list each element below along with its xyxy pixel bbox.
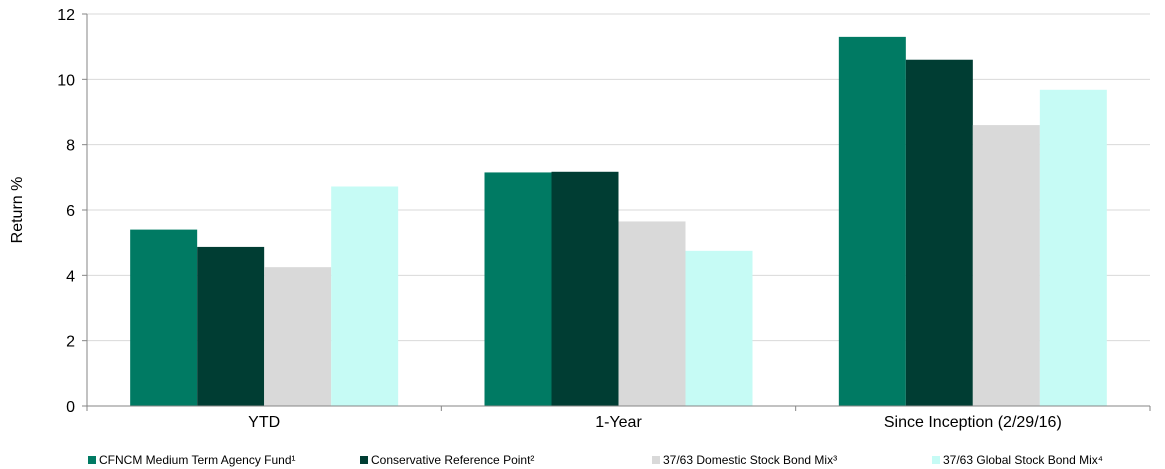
x-category-label: Since Inception (2/29/16) xyxy=(884,414,1062,431)
bar xyxy=(1039,89,1107,406)
bars xyxy=(130,36,1107,407)
legend-item: 37/63 Domestic Stock Bond Mix³ xyxy=(652,453,837,467)
y-axis-label: Return % xyxy=(9,177,26,244)
bar xyxy=(685,250,753,406)
legend-swatch xyxy=(360,456,368,464)
bar xyxy=(838,36,906,406)
y-tick-label: 2 xyxy=(66,334,75,351)
x-category-label: YTD xyxy=(248,414,280,431)
legend-label: 37/63 Global Stock Bond Mix⁴ xyxy=(943,453,1103,467)
bar xyxy=(551,171,619,406)
legend-label: 37/63 Domestic Stock Bond Mix³ xyxy=(663,453,838,467)
x-category-label: 1-Year xyxy=(595,414,642,431)
bar xyxy=(484,172,552,406)
bar xyxy=(905,59,973,406)
legend-item: 37/63 Global Stock Bond Mix⁴ xyxy=(932,453,1103,467)
bar xyxy=(264,267,332,406)
y-tick-label: 4 xyxy=(66,268,75,285)
y-tick-label: 8 xyxy=(66,138,75,155)
bar-chart: 0 2 4 6 8 10 12 YTD 1-Year Since Inception (2/29… xyxy=(9,7,1151,431)
legend-swatch xyxy=(932,456,940,464)
bar xyxy=(331,186,399,406)
legend-item: CFNCM Medium Term Agency Fund¹ xyxy=(88,453,296,467)
legend-swatch xyxy=(88,456,96,464)
y-tick-label: 6 xyxy=(66,203,75,220)
y-axis-ticks: 0 2 4 6 8 10 12 xyxy=(57,7,75,416)
y-tick-label: 12 xyxy=(57,7,75,24)
chart-legend: CFNCM Medium Term Agency Fund¹ Conservati… xyxy=(0,453,1165,469)
x-axis: YTD 1-Year Since Inception (2/29/16) xyxy=(86,405,1151,431)
bar xyxy=(972,125,1040,407)
legend-item: Conservative Reference Point² xyxy=(360,453,534,467)
legend-label: CFNCM Medium Term Agency Fund¹ xyxy=(99,453,296,467)
bar xyxy=(618,221,686,406)
y-tick-label: 10 xyxy=(57,72,75,89)
y-tick-label: 0 xyxy=(66,399,75,416)
legend-swatch xyxy=(652,456,660,464)
bar xyxy=(130,229,198,406)
legend-label: Conservative Reference Point² xyxy=(371,453,535,467)
bar xyxy=(197,246,265,406)
